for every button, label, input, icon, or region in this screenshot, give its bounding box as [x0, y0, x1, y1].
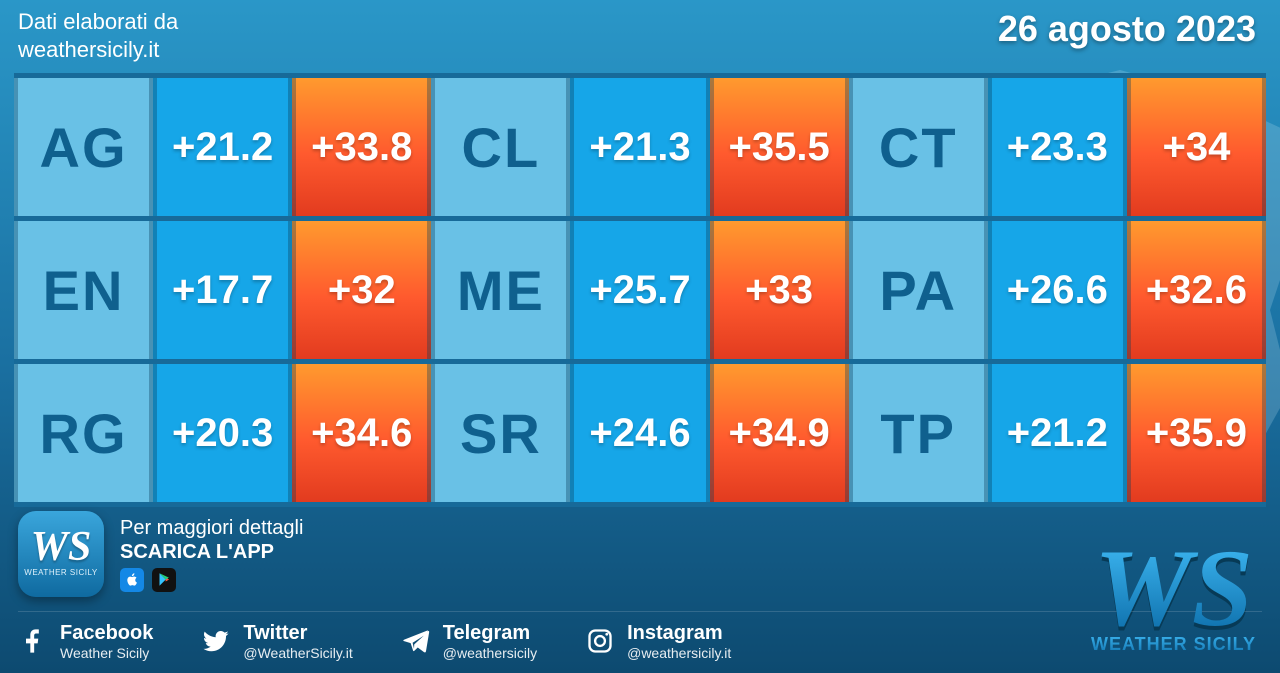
twitter-icon — [201, 626, 231, 656]
grid-row: EN+17.7+32ME+25.7+33PA+26.6+32.6 — [14, 221, 1266, 364]
province-code: EN — [14, 221, 153, 359]
province-code: CL — [431, 78, 570, 216]
province-code: SR — [431, 364, 570, 502]
temp-max: +33.8 — [292, 78, 431, 216]
telegram-name: Telegram — [443, 622, 537, 645]
temp-max: +34.6 — [292, 364, 431, 502]
grid-row: AG+21.2+33.8CL+21.3+35.5CT+23.3+34 — [14, 73, 1266, 221]
province-code: AG — [14, 78, 153, 216]
twitter-name: Twitter — [243, 622, 352, 645]
source-attribution: Dati elaborati da weathersicily.it — [18, 8, 178, 63]
socials-row: Facebook Weather Sicily Twitter @Weather… — [18, 611, 1262, 661]
province-group: PA+26.6+32.6 — [849, 221, 1266, 359]
province-group: SR+24.6+34.9 — [431, 364, 848, 502]
temp-min: +21.2 — [988, 364, 1127, 502]
telegram-handle: @weathersicily — [443, 645, 537, 661]
temp-min: +24.6 — [570, 364, 709, 502]
source-site: weathersicily.it — [18, 37, 159, 62]
province-code: ME — [431, 221, 570, 359]
temp-min: +21.2 — [153, 78, 292, 216]
social-twitter: Twitter @WeatherSicily.it — [201, 622, 352, 661]
app-line2: SCARICA L'APP — [120, 540, 303, 564]
province-group: CL+21.3+35.5 — [431, 78, 848, 216]
instagram-handle: @weathersicily.it — [627, 645, 731, 661]
playstore-icon — [152, 568, 176, 592]
province-group: ME+25.7+33 — [431, 221, 848, 359]
instagram-icon — [585, 626, 615, 656]
province-group: EN+17.7+32 — [14, 221, 431, 359]
twitter-handle: @WeatherSicily.it — [243, 645, 352, 661]
province-code: CT — [849, 78, 988, 216]
telegram-icon — [401, 626, 431, 656]
province-group: CT+23.3+34 — [849, 78, 1266, 216]
app-promo: WS WEATHER SICILY Per maggiori dettagli … — [18, 511, 1262, 597]
province-code: TP — [849, 364, 988, 502]
header: Dati elaborati da weathersicily.it 26 ag… — [0, 0, 1280, 69]
grid-row: RG+20.3+34.6SR+24.6+34.9TP+21.2+35.9 — [14, 364, 1266, 507]
social-instagram: Instagram @weathersicily.it — [585, 622, 731, 661]
temp-min: +17.7 — [153, 221, 292, 359]
source-prefix: Dati elaborati da — [18, 9, 178, 34]
temp-min: +20.3 — [153, 364, 292, 502]
temp-max: +34 — [1127, 78, 1266, 216]
social-telegram: Telegram @weathersicily — [401, 622, 537, 661]
facebook-name: Facebook — [60, 622, 153, 645]
province-group: RG+20.3+34.6 — [14, 364, 431, 502]
temp-max: +33 — [710, 221, 849, 359]
province-group: TP+21.2+35.9 — [849, 364, 1266, 502]
date-label: 26 agosto 2023 — [998, 8, 1256, 50]
store-icons — [120, 568, 303, 592]
ws-app-badge: WS WEATHER SICILY — [18, 511, 104, 597]
temp-max: +35.5 — [710, 78, 849, 216]
app-promo-text: Per maggiori dettagli SCARICA L'APP — [120, 516, 303, 592]
temp-max: +32.6 — [1127, 221, 1266, 359]
temp-max: +34.9 — [710, 364, 849, 502]
app-line1: Per maggiori dettagli — [120, 516, 303, 540]
province-group: AG+21.2+33.8 — [14, 78, 431, 216]
facebook-icon — [18, 626, 48, 656]
facebook-handle: Weather Sicily — [60, 645, 153, 661]
social-facebook: Facebook Weather Sicily — [18, 622, 153, 661]
province-code: RG — [14, 364, 153, 502]
temp-min: +25.7 — [570, 221, 709, 359]
temp-min: +21.3 — [570, 78, 709, 216]
temperature-grid: AG+21.2+33.8CL+21.3+35.5CT+23.3+34EN+17.… — [14, 73, 1266, 507]
footer: WS WEATHER SICILY Per maggiori dettagli … — [0, 501, 1280, 673]
ws-badge-text: WS — [31, 531, 92, 565]
ws-badge-sub: WEATHER SICILY — [24, 568, 97, 577]
temp-min: +26.6 — [988, 221, 1127, 359]
appstore-icon — [120, 568, 144, 592]
province-code: PA — [849, 221, 988, 359]
temp-max: +35.9 — [1127, 364, 1266, 502]
temp-max: +32 — [292, 221, 431, 359]
instagram-name: Instagram — [627, 622, 731, 645]
temp-min: +23.3 — [988, 78, 1127, 216]
